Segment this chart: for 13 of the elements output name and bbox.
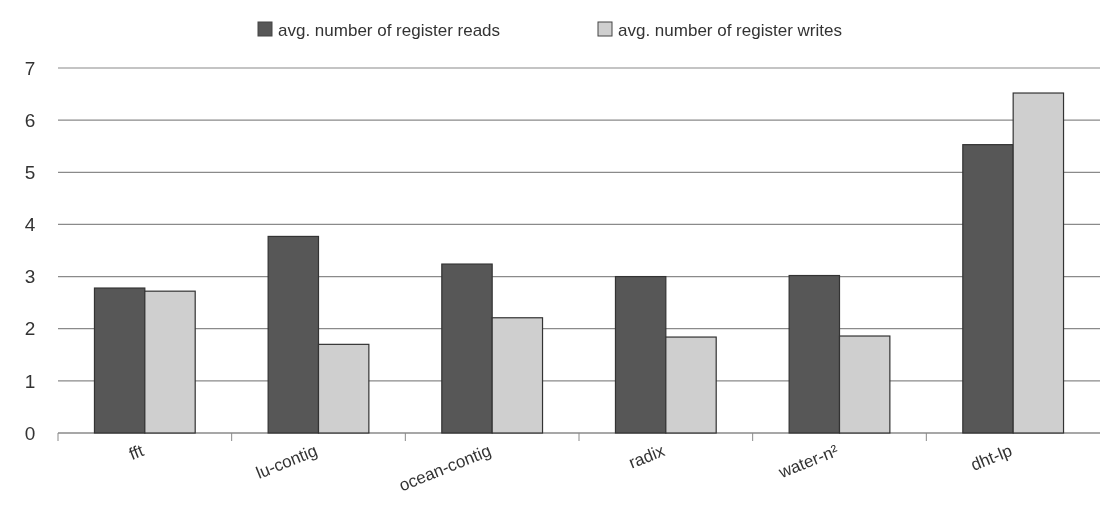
legend-label: avg. number of register reads	[278, 20, 501, 40]
y-tick-label: 4	[24, 214, 36, 236]
y-tick-label: 2	[24, 318, 36, 340]
y-tick-label: 5	[24, 161, 36, 183]
x-tick-label: dht-lp	[968, 441, 1015, 475]
y-tick-label: 3	[24, 266, 36, 288]
y-tick-label: 7	[24, 57, 36, 79]
x-tick-label: fft	[126, 440, 147, 464]
y-tick-label: 0	[24, 422, 36, 444]
y-tick-label: 1	[24, 370, 36, 392]
y-tick-label: 6	[24, 109, 36, 131]
x-tick-label: radix	[626, 440, 668, 473]
legend-label: avg. number of register writes	[618, 20, 842, 40]
